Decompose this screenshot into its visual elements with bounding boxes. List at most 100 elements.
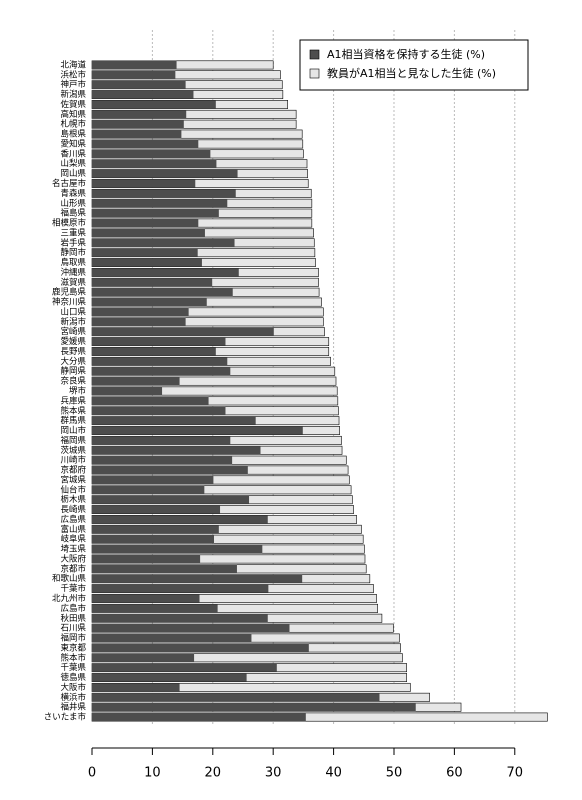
y-tick-label: 大阪市 — [60, 682, 86, 693]
y-tick-label: 群馬県 — [60, 415, 86, 426]
bar — [92, 505, 221, 514]
y-tick-label: 岡山市 — [60, 425, 86, 436]
legend-box — [299, 39, 529, 91]
bar — [92, 218, 199, 228]
legend-label: 教員がA1相当と見なした生徒 (%) — [327, 66, 496, 80]
y-tick-label: 新潟市 — [60, 316, 86, 327]
y-tick-label: 茨城県 — [60, 445, 86, 456]
y-tick-label: 香川県 — [60, 148, 86, 159]
y-tick-label: 鹿児島県 — [52, 287, 87, 298]
bar — [92, 159, 217, 168]
bar — [92, 554, 201, 564]
y-tick-label: さいたま市 — [44, 712, 87, 723]
bar — [92, 584, 269, 593]
bar — [92, 693, 380, 702]
bar — [92, 614, 268, 623]
bar — [92, 248, 198, 257]
bar — [92, 544, 263, 554]
y-tick-label: 広島県 — [60, 514, 86, 525]
y-tick-label: 埼玉県 — [60, 544, 86, 555]
y-tick-label: 福井県 — [60, 702, 86, 713]
bar — [92, 189, 236, 198]
bar — [92, 357, 228, 366]
bar — [92, 673, 247, 682]
bar — [92, 297, 207, 307]
bar — [92, 426, 303, 435]
bar — [92, 327, 274, 336]
bar — [92, 574, 303, 583]
y-tick-label: 鳥取県 — [60, 257, 86, 268]
bar — [92, 149, 211, 159]
bar — [92, 564, 237, 574]
bar — [92, 90, 194, 99]
y-tick-label: 山口県 — [60, 306, 86, 317]
y-tick-label: 静岡市 — [60, 247, 86, 258]
bar — [92, 633, 252, 643]
y-tick-label: 北海道 — [60, 59, 86, 70]
y-tick-label: 山梨県 — [60, 158, 86, 169]
y-tick-label: 岩手県 — [60, 237, 86, 248]
y-tick-label: 福島県 — [60, 208, 86, 219]
y-tick-label: 大分県 — [60, 356, 86, 367]
y-tick-label: 熊本県 — [60, 405, 86, 416]
bar — [92, 525, 219, 534]
bar — [92, 376, 180, 386]
bar — [92, 515, 268, 524]
x-tick-label: 20 — [205, 766, 222, 781]
legend-swatch — [309, 68, 320, 79]
y-tick-label: 神戸市 — [60, 79, 86, 90]
y-tick-label: 川崎市 — [60, 455, 86, 466]
y-tick-label: 秋田県 — [60, 613, 86, 624]
y-tick-label: 岐阜県 — [60, 534, 86, 545]
y-tick-label: 千葉県 — [60, 662, 86, 673]
y-tick-label: 石川県 — [60, 624, 86, 634]
bar — [92, 663, 277, 672]
bar — [92, 712, 306, 722]
y-tick-label: 千葉市 — [60, 583, 86, 594]
y-tick-label: 高知県 — [60, 109, 86, 120]
bar — [92, 594, 200, 603]
y-tick-label: 東京都 — [60, 642, 86, 653]
y-tick-label: 奈良県 — [60, 376, 86, 387]
y-tick-label: 佐賀県 — [60, 99, 86, 110]
y-tick-label: 大阪府 — [60, 553, 86, 564]
y-tick-label: 愛知県 — [60, 138, 86, 149]
y-tick-label: 岡山県 — [60, 168, 86, 179]
y-tick-label: 長野県 — [60, 347, 86, 357]
y-tick-label: 熊本市 — [60, 652, 86, 663]
y-tick-label: 宮城県 — [60, 474, 86, 485]
y-tick-label: 栃木県 — [60, 494, 86, 505]
x-tick-label: 0 — [88, 766, 96, 781]
y-tick-label: 長崎県 — [60, 504, 86, 515]
y-tick-label: 富山県 — [60, 524, 86, 535]
bar — [92, 120, 184, 129]
bar — [92, 347, 216, 356]
bar — [92, 604, 218, 613]
y-tick-label: 名古屋市 — [52, 178, 87, 189]
bar — [92, 110, 187, 119]
y-tick-label: 静岡県 — [60, 366, 86, 377]
bar — [92, 396, 209, 406]
x-tick-label: 70 — [507, 766, 524, 781]
y-tick-label: 福岡県 — [60, 435, 86, 446]
bar — [92, 208, 219, 218]
bar — [92, 228, 205, 238]
y-tick-label: 広島市 — [60, 603, 86, 614]
bar — [92, 485, 205, 494]
y-tick-label: 沖縄県 — [60, 267, 86, 278]
bar — [92, 60, 177, 70]
bar — [92, 317, 186, 326]
bar — [92, 623, 290, 633]
y-tick-label: 愛媛県 — [60, 336, 86, 347]
bar — [92, 406, 226, 415]
y-tick-label: 仙台市 — [60, 484, 86, 495]
x-tick-label: 10 — [144, 766, 161, 781]
bar — [92, 643, 309, 653]
y-tick-label: 京都市 — [60, 563, 86, 574]
y-tick-label: 浜松市 — [60, 69, 86, 80]
bar — [92, 495, 250, 504]
y-tick-label: 兵庫県 — [60, 395, 86, 406]
bar — [92, 465, 248, 475]
y-tick-label: 札幌市 — [60, 119, 86, 130]
